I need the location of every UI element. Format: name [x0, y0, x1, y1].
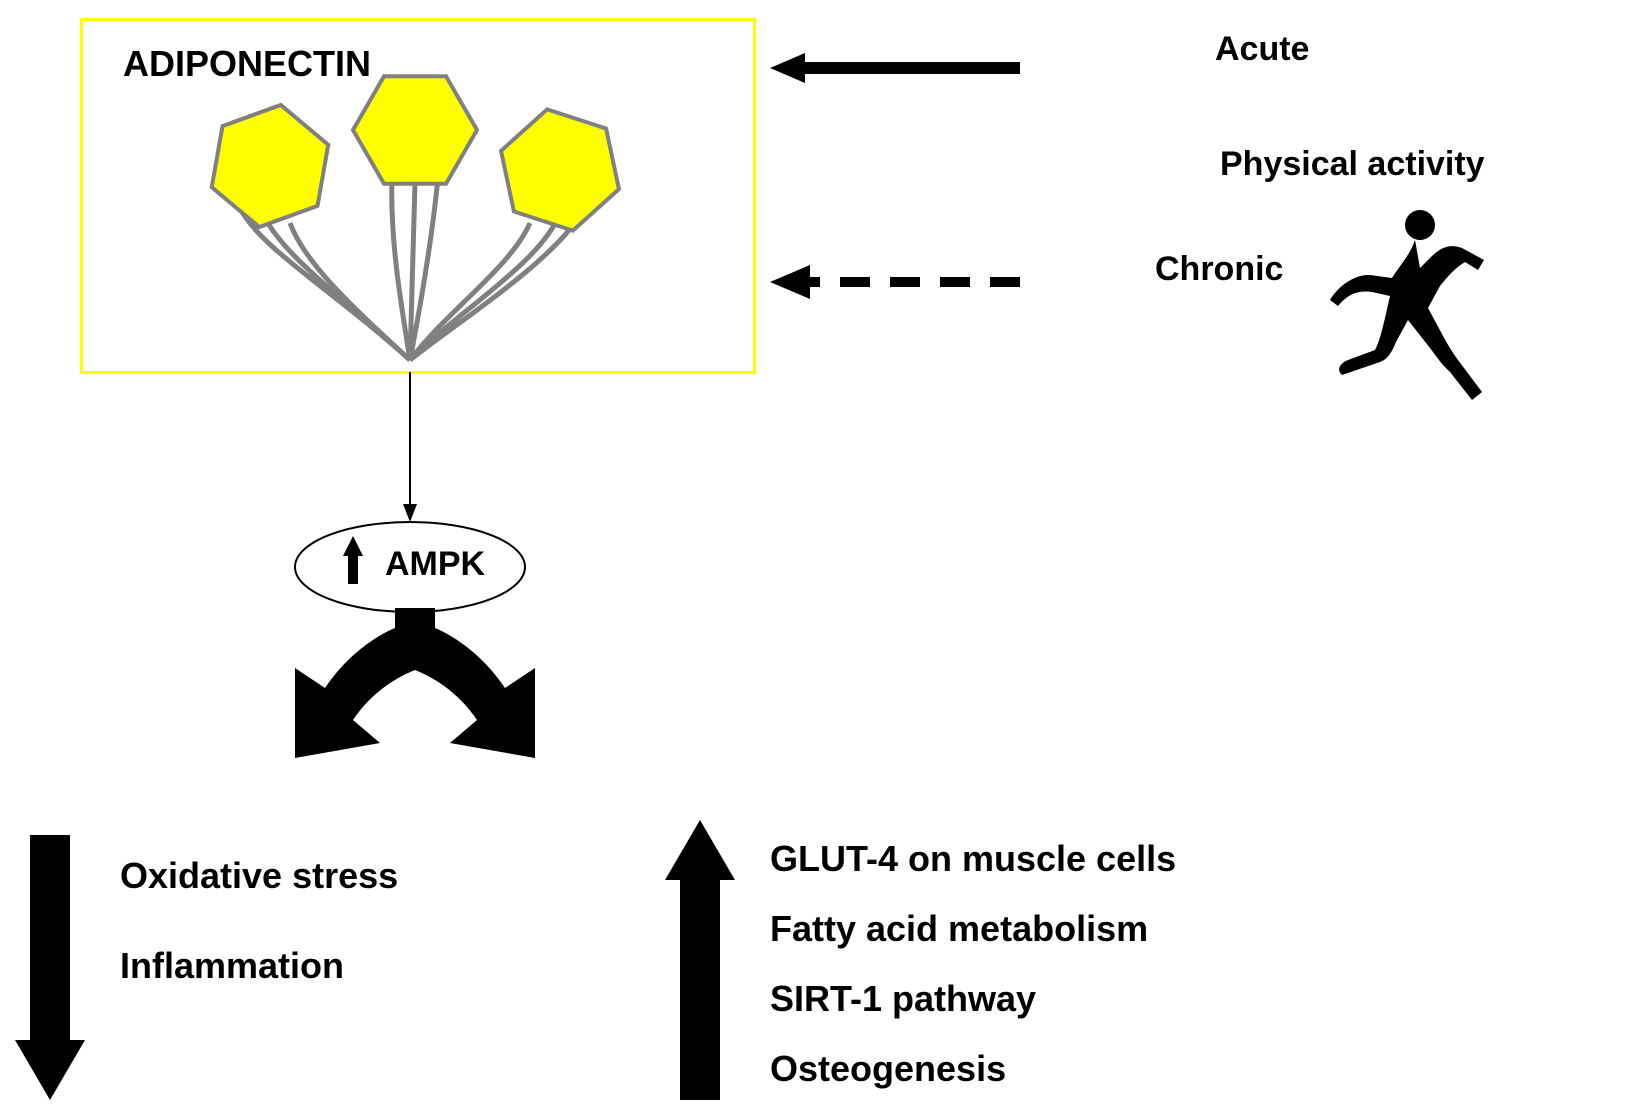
decrease-arrow — [15, 835, 85, 1100]
runner-icon — [1300, 200, 1500, 420]
chronic-label: Chronic — [1155, 250, 1283, 289]
decrease-item-1: Inflammation — [120, 945, 344, 987]
acute-arrow — [770, 48, 1030, 88]
chronic-arrow — [770, 262, 1030, 302]
increase-item-0: GLUT-4 on muscle cells — [770, 838, 1176, 880]
physical-activity-label: Physical activity — [1220, 145, 1485, 184]
acute-label: Acute — [1215, 30, 1309, 69]
split-arrow — [245, 608, 585, 778]
increase-item-1: Fatty acid metabolism — [770, 908, 1148, 950]
increase-arrow — [665, 820, 735, 1100]
increase-item-2: SIRT-1 pathway — [770, 978, 1036, 1020]
adiponectin-to-ampk-arrow — [400, 372, 420, 522]
adiponectin-molecules — [80, 18, 750, 378]
ampk-label: AMPK — [385, 545, 485, 584]
increase-item-3: Osteogenesis — [770, 1048, 1006, 1090]
decrease-item-0: Oxidative stress — [120, 855, 398, 897]
